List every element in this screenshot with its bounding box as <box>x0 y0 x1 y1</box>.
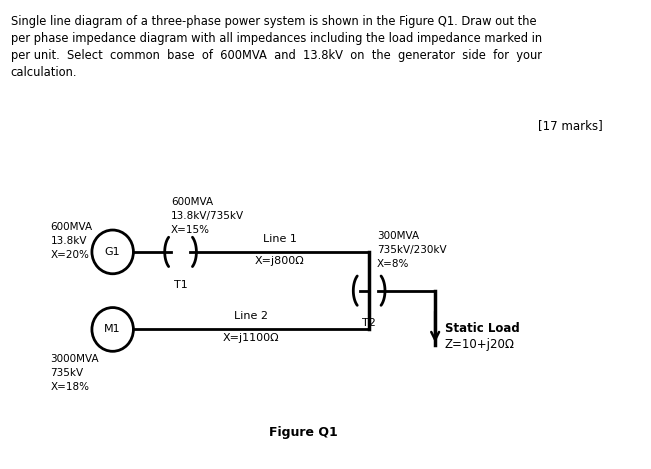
Text: per unit.  Select  common  base  of  600MVA  and  13.8kV  on  the  generator  si: per unit. Select common base of 600MVA a… <box>11 49 542 62</box>
Text: calculation.: calculation. <box>11 66 77 79</box>
Text: Line 1: Line 1 <box>262 234 296 244</box>
Text: [17 marks]: [17 marks] <box>538 119 603 132</box>
Text: M1: M1 <box>104 325 121 334</box>
Text: 600MVA
13.8kV
X=20%: 600MVA 13.8kV X=20% <box>50 222 92 260</box>
Text: X=j800Ω: X=j800Ω <box>255 256 305 266</box>
Text: 300MVA
735kV/230kV
X=8%: 300MVA 735kV/230kV X=8% <box>377 231 447 269</box>
Text: per phase impedance diagram with all impedances including the load impedance mar: per phase impedance diagram with all imp… <box>11 32 542 45</box>
Text: G1: G1 <box>105 247 120 257</box>
Text: Line 2: Line 2 <box>234 311 268 321</box>
Text: Single line diagram of a three-phase power system is shown in the Figure Q1. Dra: Single line diagram of a three-phase pow… <box>11 15 536 28</box>
Text: T1: T1 <box>174 280 187 290</box>
Text: X=j1100Ω: X=j1100Ω <box>223 333 279 343</box>
Text: 600MVA
13.8kV/735kV
X=15%: 600MVA 13.8kV/735kV X=15% <box>171 197 244 235</box>
Text: 3000MVA
735kV
X=18%: 3000MVA 735kV X=18% <box>50 354 99 392</box>
Text: Z=10+j20Ω: Z=10+j20Ω <box>445 338 514 351</box>
Text: T2: T2 <box>362 318 376 328</box>
Text: Static Load: Static Load <box>445 322 519 335</box>
Text: Figure Q1: Figure Q1 <box>269 426 337 439</box>
